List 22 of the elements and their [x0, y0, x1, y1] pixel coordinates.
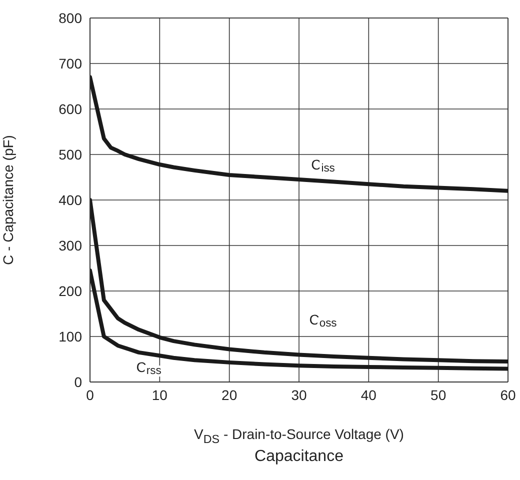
line-series [90, 198, 508, 364]
x-tick-label: 20 [222, 386, 238, 403]
x-tick-label: 40 [360, 386, 377, 403]
series-label: C$_{oss}$ [309, 311, 338, 330]
x-axis-title: V$_{DS}$ - Drain-to-Source Voltage (V) [193, 426, 405, 446]
line-series [90, 75, 508, 193]
text: Capacitance [254, 448, 344, 466]
y-tick-label: 0 [74, 374, 82, 390]
y-tick-label: 700 [58, 55, 82, 72]
x-tick-label: 30 [291, 386, 307, 403]
x-tick-label: 60 [500, 386, 516, 403]
y-tick-label: 100 [58, 328, 82, 344]
y-tick-label: 600 [58, 100, 82, 117]
y-tick-label: 300 [58, 237, 82, 254]
x-tick-label: 50 [430, 386, 446, 403]
y-tick-label: 200 [58, 282, 82, 299]
y-axis-title: C - Capacitance (pF) [0, 135, 16, 265]
x-tick-label: 0 [86, 386, 94, 403]
x-tick-label: 10 [152, 386, 168, 403]
y-tick-label: 400 [58, 192, 82, 208]
y-tick-label: 800 [58, 10, 82, 26]
y-tick-label: 500 [58, 146, 82, 162]
